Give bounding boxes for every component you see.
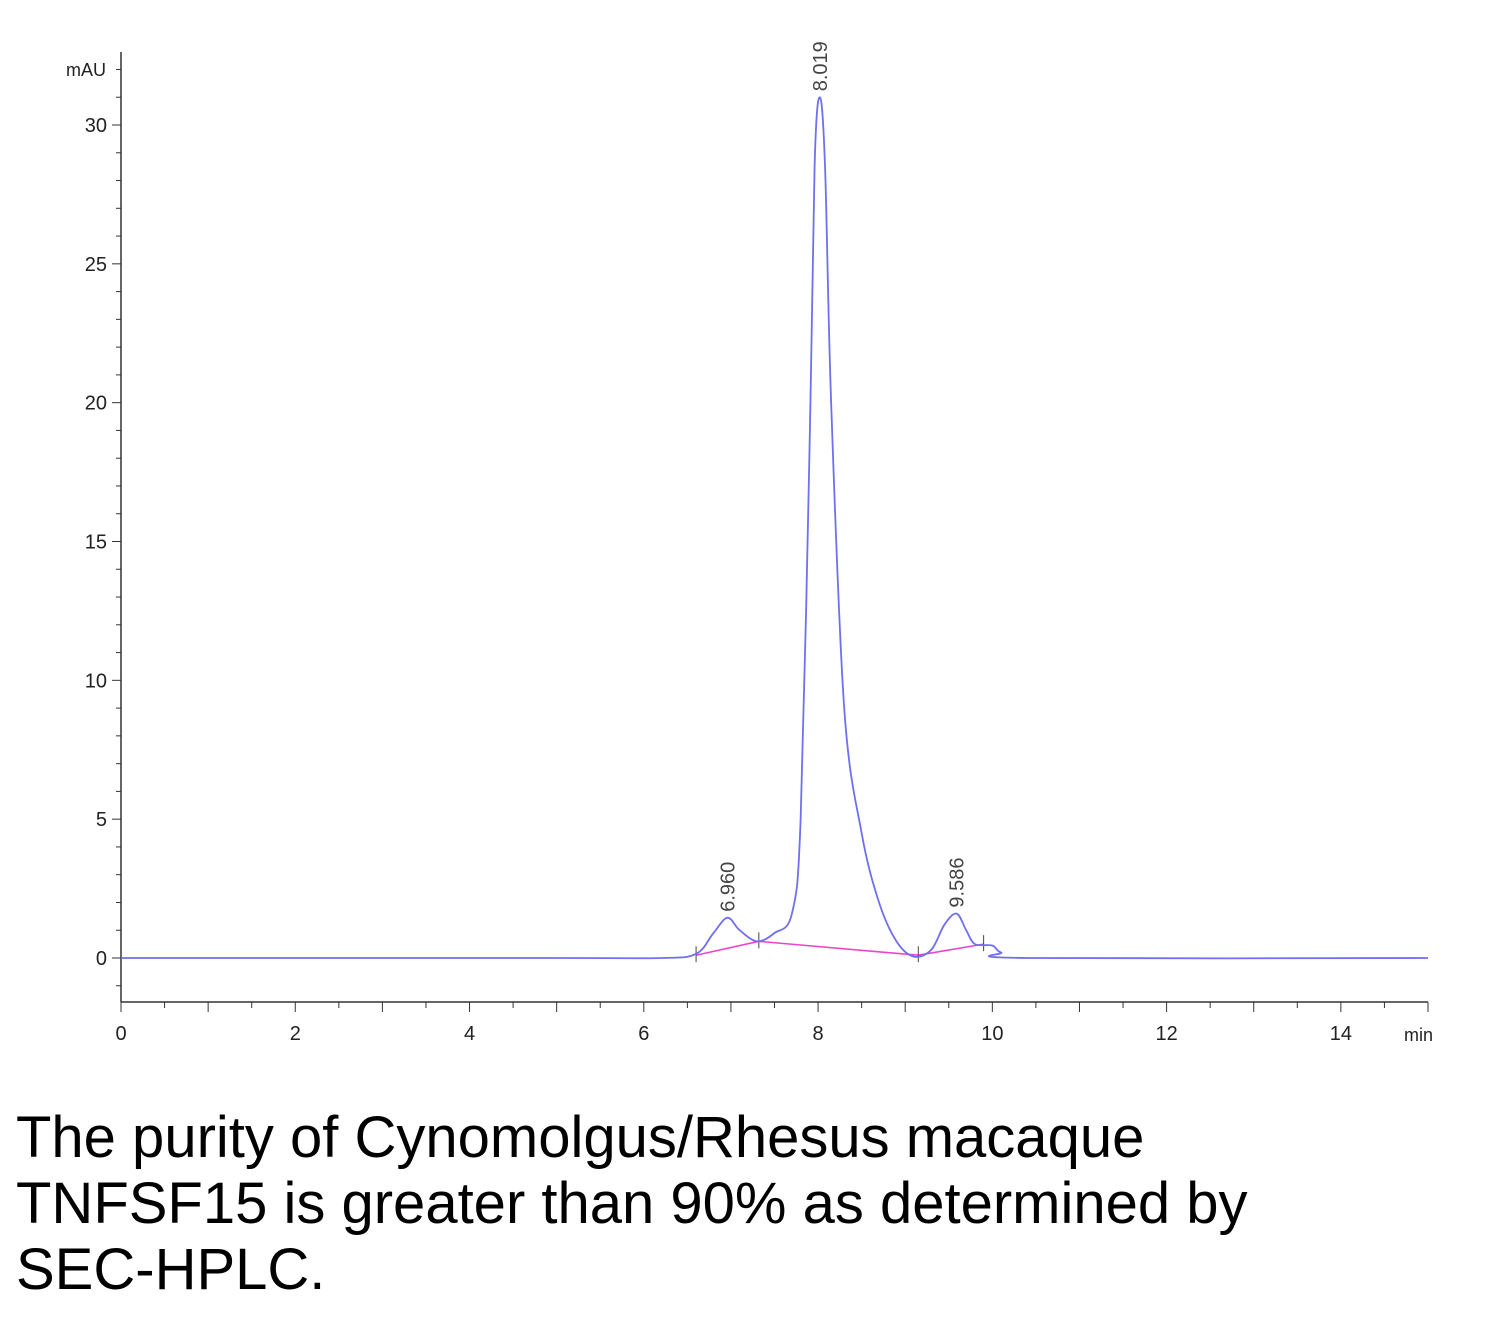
baseline-segments (695, 932, 985, 963)
peak-label: 8.019 (810, 41, 832, 91)
y-tick-label: 25 (85, 254, 107, 276)
y-tick-label: 15 (85, 532, 107, 554)
y-tick-label: 30 (85, 115, 107, 137)
signal-trace (120, 96, 1429, 960)
y-tick-label: 5 (96, 809, 107, 831)
y-tick-label: 0 (96, 948, 107, 970)
x-tick-label: 10 (981, 1023, 1003, 1045)
peak-label: 9.586 (947, 858, 969, 908)
x-axis-unit-label: min (1404, 1025, 1433, 1045)
integration-baseline (695, 940, 984, 957)
axes: 0 5 10 15 20 25 30 0 2 4 6 8 10 12 14 (85, 52, 1429, 1045)
x-tick-label: 14 (1330, 1023, 1352, 1045)
figure-caption: The purity of Cynomolgus/Rhesus macaque … (16, 1105, 1248, 1302)
y-tick-label: 20 (85, 393, 107, 415)
x-tick-label: 4 (464, 1023, 475, 1045)
x-tick-label: 2 (290, 1023, 301, 1045)
y-axis-unit-label: mAU (66, 60, 106, 80)
x-tick-label: 8 (813, 1023, 824, 1045)
peak-labels: 6.960 8.019 9.586 (717, 41, 968, 912)
x-tick-label: 6 (638, 1023, 649, 1045)
y-tick-label: 10 (85, 670, 107, 692)
x-tick-label: 12 (1155, 1023, 1177, 1045)
x-tick-label: 0 (115, 1023, 126, 1045)
signal-series (120, 96, 1429, 960)
peak-label: 6.960 (717, 862, 739, 912)
